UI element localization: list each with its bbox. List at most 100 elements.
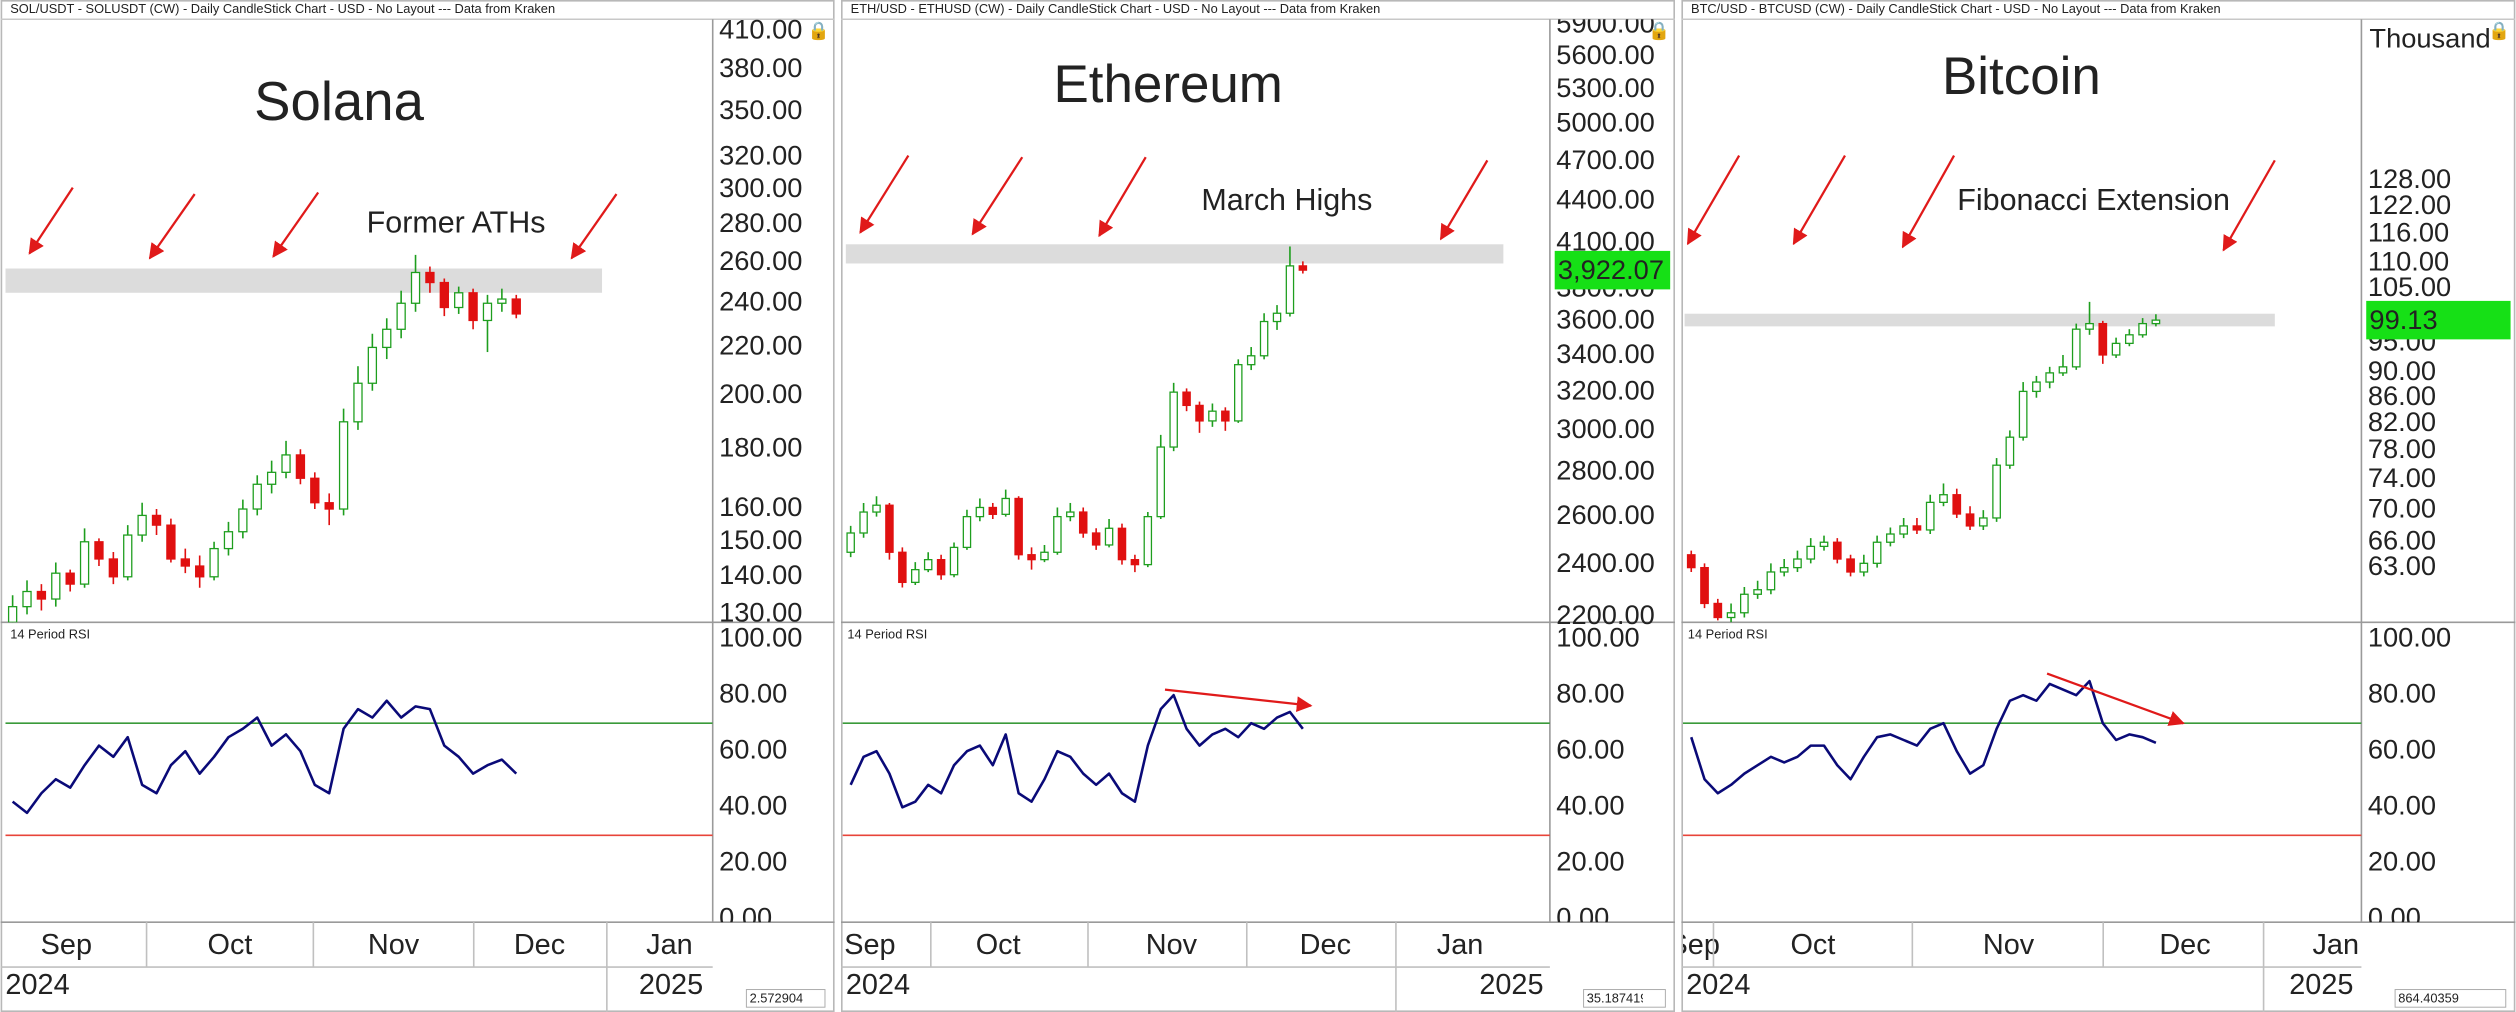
scale-readout: 35.187419 [1587, 991, 1648, 1006]
rsi-label: 14 Period RSI [847, 626, 927, 641]
candle-body [1753, 589, 1762, 595]
scale-readout-value: 864.40359 [2398, 991, 2459, 1006]
candle-body [2018, 390, 2028, 438]
annotation-arrow [1901, 155, 1956, 249]
y-tick-label: 4700.00 [1556, 144, 1655, 175]
annotation: Fibonacci Extension [1957, 183, 2230, 217]
annotation-arrow [148, 193, 196, 260]
candle-body [439, 281, 449, 309]
year-label: 2025 [1479, 969, 1543, 1001]
year-label: 2025 [639, 969, 703, 1001]
candle-body [1912, 525, 1922, 531]
candle-body [885, 504, 894, 553]
candle-body [962, 515, 972, 549]
candle-body [94, 541, 104, 560]
chart-header: SOL/USDT - SOLUSDT (CW) - Daily CandleSt… [10, 1, 555, 16]
candle-body [1117, 527, 1127, 561]
candle-body [511, 298, 521, 315]
candle-body [2085, 322, 2094, 330]
candle-body [1819, 541, 1829, 548]
annotation-arrow [1792, 155, 1846, 246]
candle-body [2045, 372, 2055, 383]
candle-body [1766, 571, 1776, 591]
rsi-tick-label: 100.00 [2368, 621, 2451, 652]
y-tick-label: 280.00 [719, 207, 802, 238]
annotation-arrow [1164, 688, 1313, 712]
candle-body [338, 421, 349, 510]
candle-body [180, 558, 190, 567]
month-label: Sep [844, 929, 895, 961]
rsi-tick-label: 60.00 [1556, 733, 1624, 764]
rsi-pane [1683, 679, 2362, 837]
candle-body [137, 514, 147, 536]
rsi-tick-label: 40.00 [1556, 789, 1624, 820]
rsi-line [1690, 679, 2157, 795]
candle-body [310, 477, 320, 504]
y-tick-label: 240.00 [719, 285, 802, 316]
rsi-tick-label: 60.00 [719, 733, 787, 764]
scale-readout-box [1583, 989, 1666, 1008]
panel-frame [1681, 0, 2516, 1012]
y-tick-label: 122.00 [2368, 189, 2451, 220]
candle-body [1208, 410, 1217, 422]
candle-body [1272, 312, 1282, 323]
candle-body [22, 590, 32, 608]
candle-body [1156, 446, 1166, 518]
scale-readout-box [2394, 989, 2507, 1008]
candle-body [1978, 517, 1988, 527]
annotation-arrow [971, 156, 1024, 236]
candle-body [1793, 558, 1802, 569]
month-label: Sep [41, 929, 92, 961]
annotation-arrow [2046, 672, 2185, 726]
scale-readout-value: 35.187419 [1587, 991, 1648, 1006]
candle-body [252, 483, 262, 510]
candle-body [1726, 612, 1736, 619]
month-label: Nov [1983, 929, 2035, 961]
y-tick-label: 70.00 [2368, 492, 2436, 523]
month-label: Oct [1790, 929, 1835, 961]
y-tick-label: 320.00 [719, 139, 802, 170]
y-tick-label: 90.00 [2368, 355, 2436, 386]
price-pane [845, 244, 1504, 588]
candle-body [846, 532, 855, 553]
rsi-label: 14 Period RSI [1688, 626, 1768, 641]
candle-body [396, 302, 406, 330]
chart-header: BTC/USD - BTCUSD (CW) - Daily CandleStic… [1691, 1, 2221, 16]
candle-body [1899, 525, 1909, 535]
candle-body [1259, 320, 1269, 357]
month-label: Dec [514, 929, 565, 961]
annotation-arrow [272, 191, 320, 258]
candle-body [1952, 494, 1962, 515]
candle-body [2111, 342, 2121, 356]
y-tick-label: 116.00 [2368, 217, 2449, 248]
y-tick-label: 2400.00 [1556, 547, 1655, 578]
candle-body [1195, 404, 1204, 422]
candle-body [1965, 513, 1975, 527]
y-tick-label: 300.00 [719, 172, 802, 203]
candle-body [1939, 494, 1948, 503]
candle-body [1298, 265, 1308, 271]
y-tick-label: 128.00 [2368, 163, 2451, 194]
candle-body [36, 590, 47, 600]
year-label: 2024 [846, 969, 910, 1001]
last-price-box [2366, 300, 2511, 340]
y-tick-label: 2800.00 [1556, 454, 1655, 485]
candle-body [238, 508, 248, 533]
rsi-pane [5, 699, 713, 837]
candle-body [1779, 566, 1789, 573]
last-price-label: 3,922.07 [1558, 254, 1664, 285]
candle-body [1246, 355, 1256, 366]
y-tick-label: 260.00 [719, 245, 802, 276]
month-label: Dec [1300, 929, 1351, 961]
candle-body [1169, 391, 1178, 448]
candle-body [1053, 515, 1062, 553]
y-tick-label: 3600.00 [1556, 304, 1655, 335]
candle-body [7, 606, 18, 623]
candle-body [482, 302, 493, 322]
candle-body [123, 534, 133, 578]
candle-body [1143, 515, 1153, 566]
y-tick-label: 74.00 [2368, 462, 2436, 493]
